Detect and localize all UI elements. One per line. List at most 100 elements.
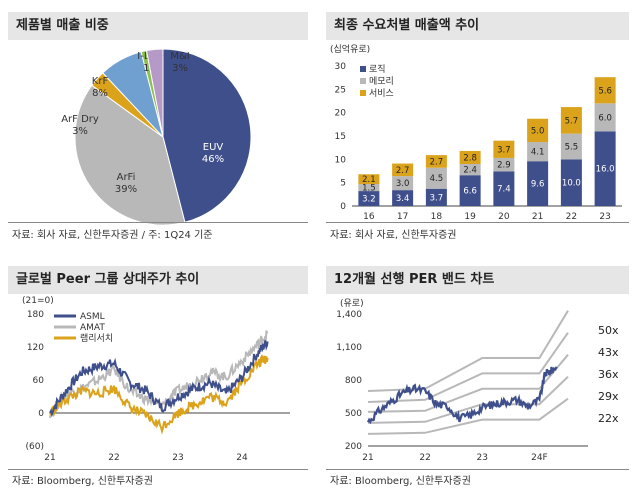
x-tick-label: 24 xyxy=(236,453,248,463)
x-tick-label: 22 xyxy=(566,212,577,222)
bar-메모리 xyxy=(425,167,447,189)
y-tick-label: 800 xyxy=(345,376,362,386)
band-label: 36x xyxy=(598,368,619,381)
data-label: 3.2 xyxy=(362,195,376,205)
x-tick-label: 22 xyxy=(108,453,119,463)
bar-메모리 xyxy=(459,164,481,176)
source-note: 자료: Bloomberg, 신한투자증권 xyxy=(330,476,471,487)
band-label: 50x xyxy=(598,324,619,337)
series-line-2 xyxy=(49,353,269,435)
panel-peer-relative-price: 글로벌 Peer 그룹 상대주가 추이 (21=0) (60) 0 60 120 180… xyxy=(8,266,308,488)
data-label: 9.6 xyxy=(531,180,545,190)
legend-label: 로직 xyxy=(369,64,386,75)
y-tick-label: 5 xyxy=(340,179,346,189)
data-label: 3.7 xyxy=(497,145,511,155)
panel-per-band: 12개월 선행 PER 밴드 차트 (유로) 200 500 800 1,100 1,4… xyxy=(326,266,629,488)
stacked-bar-chart: 0 5 10 15 20 25 30 3.21.52.1 16 3.4 3.0 2.7 17 3.7 4.5… xyxy=(335,62,622,222)
series-line-0 xyxy=(49,340,269,418)
panel-title: 글로벌 Peer 그룹 상대주가 추이 xyxy=(8,266,308,294)
x-tick-label: 24F xyxy=(531,453,548,463)
x-tick-label: 20 xyxy=(498,212,510,222)
data-label: 5.6 xyxy=(598,86,612,96)
legend-label: 램리서치 xyxy=(80,332,113,344)
data-label: 3.7 xyxy=(430,193,444,203)
panel-sales-by-end-market: 최종 수요처별 매출액 추이 (십억유로) 0 5 10 15 20 25 30 3.2 1.5… xyxy=(326,12,629,244)
x-tick-label: 23 xyxy=(172,453,183,463)
bar-로직 xyxy=(358,191,380,206)
source-note: 자료: 회사 자료, 신한투자증권 / 주: 1Q24 기준 xyxy=(12,230,213,241)
bar-로직 xyxy=(560,159,582,206)
y-tick-label: 0 xyxy=(340,202,346,212)
panel-title: 12개월 선행 PER 밴드 차트 xyxy=(326,266,629,294)
y-tick-label: 1,100 xyxy=(336,343,362,353)
x-tick-label: 17 xyxy=(397,212,408,222)
data-label: 7.4 xyxy=(497,185,511,195)
data-label: 6.6 xyxy=(463,187,477,197)
source-note: 자료: Bloomberg, 신한투자증권 xyxy=(12,476,153,487)
bar-메모리 xyxy=(594,103,616,132)
y-tick-label: (60) xyxy=(26,442,44,452)
y-tick-label: 20 xyxy=(335,109,347,119)
bar-서비스 xyxy=(459,150,481,164)
data-label: 5.5 xyxy=(565,143,579,153)
panel-title: 최종 수요처별 매출액 추이 xyxy=(326,12,629,40)
bar-메모리 xyxy=(527,142,549,162)
x-tick-label: 18 xyxy=(431,212,443,222)
data-label: 3.4 xyxy=(396,194,410,204)
legend-label: ASML xyxy=(80,312,105,322)
pie-slice-mi xyxy=(145,48,164,138)
data-label: 6.0 xyxy=(598,113,612,123)
bar-서비스 xyxy=(358,174,380,185)
bar-메모리 xyxy=(358,184,380,192)
band-line-43x xyxy=(367,332,569,403)
band-line-36x xyxy=(367,354,569,413)
x-tick-label: 23 xyxy=(599,212,610,222)
pie-slice-arfi xyxy=(74,84,186,226)
data-label: 4.5 xyxy=(430,174,444,184)
data-label: 3.0 xyxy=(396,179,410,189)
pie-label: 8% xyxy=(92,88,108,99)
unit-label: (유로) xyxy=(340,299,364,309)
pie-label: KrF xyxy=(92,76,109,87)
data-label: 16.0 xyxy=(596,165,615,175)
bar-서비스 xyxy=(560,107,582,134)
y-tick-label: 0 xyxy=(38,409,44,419)
pie-label: ArFi xyxy=(117,172,136,183)
band-label: 43x xyxy=(598,346,619,359)
pie-slice-euv xyxy=(162,48,252,223)
y-tick-label: 1,400 xyxy=(336,310,362,320)
pie-label: EUV xyxy=(203,142,224,153)
pie-label: ArF Dry xyxy=(61,114,99,125)
pie-label: 3% xyxy=(172,63,188,74)
y-tick-label: 500 xyxy=(345,409,362,419)
data-label: 2.4 xyxy=(463,166,477,176)
x-tick-label: 16 xyxy=(363,212,375,222)
bar-메모리 xyxy=(392,176,414,191)
y-tick-label: 10 xyxy=(335,155,347,165)
band-label: 29x xyxy=(598,390,619,403)
y-tick-label: 200 xyxy=(345,442,362,452)
legend-label: 메모리 xyxy=(369,76,394,87)
data-label: 5.7 xyxy=(565,116,579,126)
bar-로직 xyxy=(459,175,481,206)
bar-로직 xyxy=(493,171,515,206)
bar-로직 xyxy=(527,161,549,206)
source-note: 자료: 회사 자료, 신한투자증권 xyxy=(330,230,457,241)
unit-label: (21=0) xyxy=(22,296,54,306)
bar-로직 xyxy=(594,131,616,206)
bar-메모리 xyxy=(493,157,515,172)
data-label: 2.1 xyxy=(362,175,376,185)
y-tick-label: 15 xyxy=(335,132,346,142)
per-band-chart: 200 500 800 1,100 1,400 21 22 23 24F 50x 43x 36x 29x… xyxy=(336,310,619,463)
y-tick-label: 30 xyxy=(335,62,347,72)
legend-swatch xyxy=(360,90,366,96)
pie-label: 46% xyxy=(202,154,224,165)
x-tick-label: 21 xyxy=(44,453,55,463)
bar-서비스 xyxy=(527,118,549,143)
data-label: 10.0 xyxy=(562,179,581,189)
band-label: 22x xyxy=(598,412,619,425)
pie-label: 3% xyxy=(72,126,88,137)
